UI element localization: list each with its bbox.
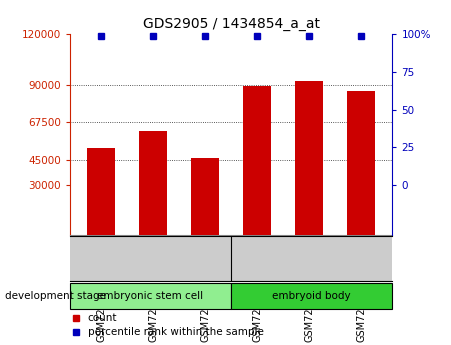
- Bar: [70, 283, 231, 309]
- Bar: [347, 91, 376, 235]
- Text: percentile rank within the sample: percentile rank within the sample: [87, 327, 263, 337]
- Text: embryonic stem cell: embryonic stem cell: [97, 291, 203, 301]
- Bar: [295, 81, 323, 235]
- Bar: [87, 148, 115, 235]
- Title: GDS2905 / 1434854_a_at: GDS2905 / 1434854_a_at: [143, 17, 320, 31]
- Bar: [231, 283, 392, 309]
- Text: development stage: development stage: [5, 291, 106, 301]
- Bar: [139, 131, 167, 235]
- Text: embryoid body: embryoid body: [272, 291, 351, 301]
- Bar: [243, 86, 272, 235]
- Text: count: count: [87, 313, 117, 323]
- Bar: [191, 158, 220, 235]
